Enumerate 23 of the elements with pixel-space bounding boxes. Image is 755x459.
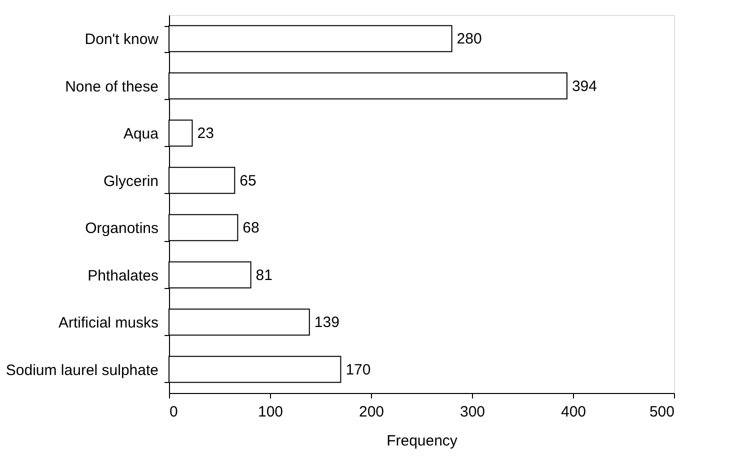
data-label: 394	[572, 78, 597, 95]
x-tick-label: 100	[258, 404, 284, 420]
x-tick-label: 0	[170, 404, 178, 420]
data-label: 65	[240, 172, 256, 190]
y-tick-label: Don't know	[84, 31, 159, 48]
y-tick-label: Sodium laurel sulphate	[6, 362, 158, 379]
y-tick-label: Aqua	[123, 126, 160, 143]
y-tick-label: Artificial musks	[58, 314, 158, 332]
y-tick-label: Organotins	[85, 220, 158, 238]
data-label: 68	[242, 220, 260, 237]
x-tick-label: 300	[460, 404, 486, 420]
data-label: 170	[346, 361, 371, 378]
x-tick-label: 400	[560, 404, 586, 420]
x-tick-label: 200	[358, 404, 384, 420]
x-axis-title: Frequency	[386, 432, 458, 450]
data-label: 280	[456, 30, 482, 48]
y-tick-label: None of these	[65, 78, 158, 96]
data-label: 81	[256, 266, 272, 284]
x-tick-label: 500	[649, 404, 674, 420]
data-label: 23	[197, 125, 214, 142]
data-label: 139	[314, 314, 340, 332]
y-tick-label: Phthalates	[88, 267, 158, 284]
y-tick-label: Glycerin	[103, 172, 158, 190]
